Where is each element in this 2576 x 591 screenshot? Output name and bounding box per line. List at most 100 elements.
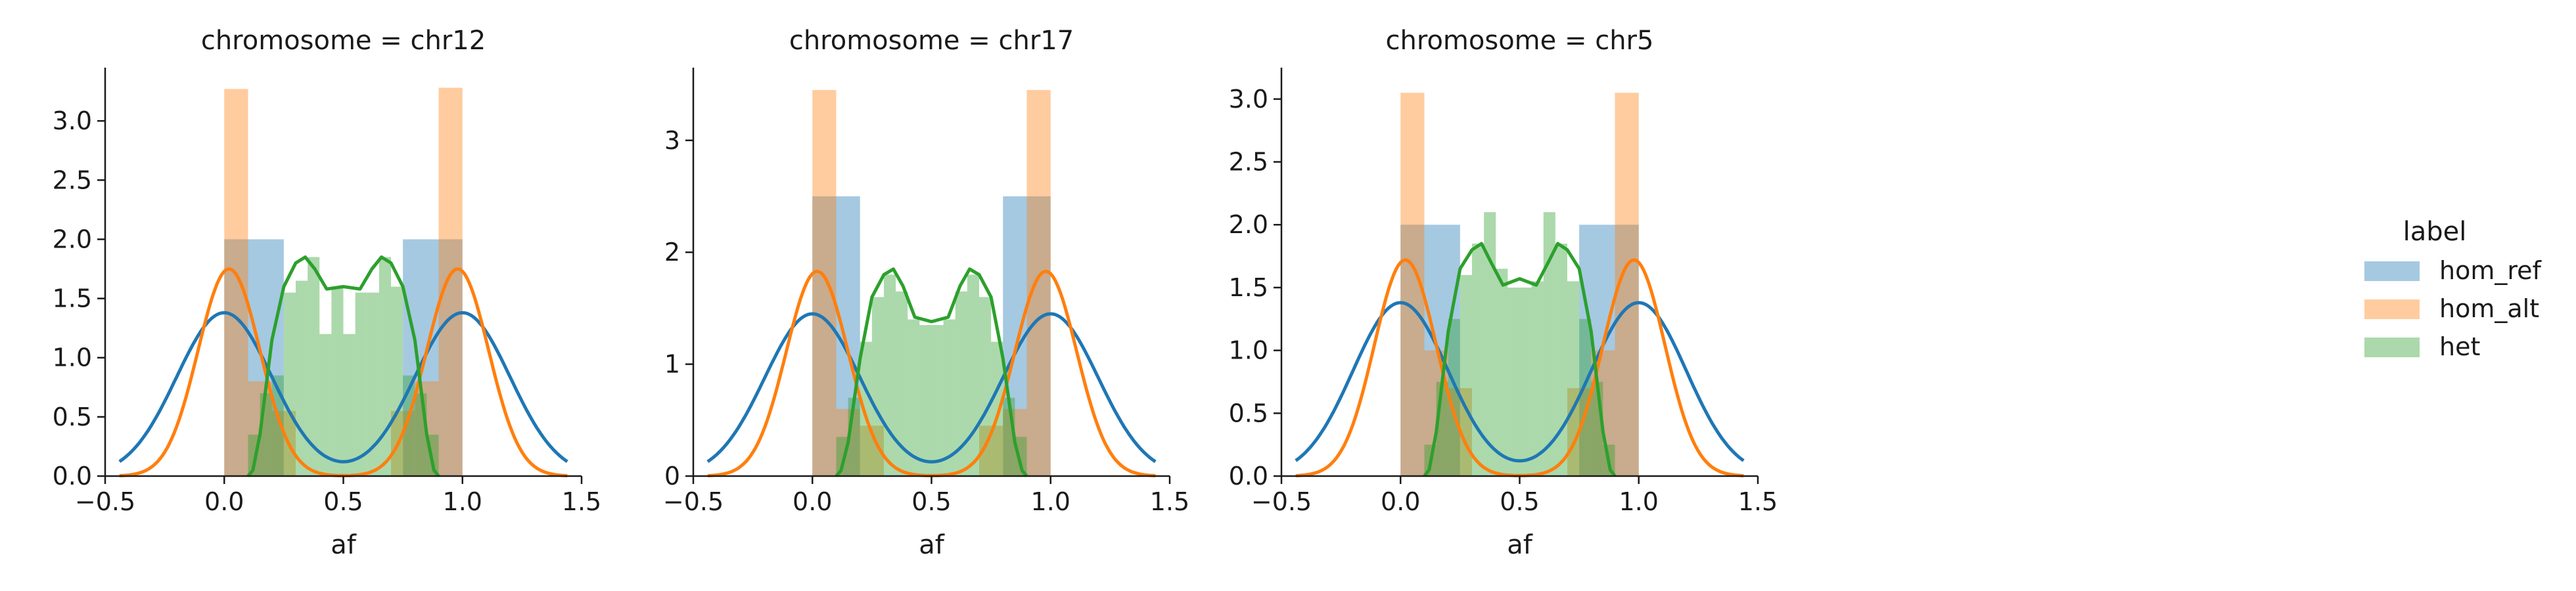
hist-bar-het bbox=[967, 274, 979, 476]
hist-bar-het bbox=[343, 334, 356, 476]
y-tick-label: 0 bbox=[664, 462, 680, 491]
kde-curve-het bbox=[246, 255, 440, 477]
histogram-bars bbox=[812, 90, 1051, 476]
hist-bar-het bbox=[379, 257, 391, 476]
x-tick-label: 1.0 bbox=[1031, 487, 1070, 516]
x-tick-label: −0.5 bbox=[663, 487, 724, 516]
x-tick-label: −0.5 bbox=[75, 487, 135, 516]
hist-bar-het bbox=[836, 437, 848, 476]
x-tick-label: 0.5 bbox=[911, 487, 951, 516]
x-tick-label: 0.0 bbox=[204, 487, 244, 516]
hist-bar-het bbox=[1484, 212, 1496, 476]
hist-bar-het bbox=[919, 324, 932, 476]
kde-curve-hom_ref bbox=[706, 312, 1157, 464]
hist-bar-het bbox=[884, 274, 896, 476]
hist-bar-hom_alt bbox=[224, 89, 248, 477]
hist-bar-het bbox=[367, 292, 379, 476]
hist-bar-het bbox=[979, 297, 992, 476]
hist-bar-hom_alt bbox=[1026, 90, 1051, 476]
hist-bar-het bbox=[1531, 281, 1544, 476]
hist-bar-het bbox=[871, 297, 884, 476]
hist-bar-het bbox=[1448, 318, 1460, 476]
hist-bar-het bbox=[296, 280, 308, 476]
kde-curve-het bbox=[835, 267, 1028, 477]
hist-bar-hom_alt bbox=[438, 87, 463, 476]
x-tick-label: 1.5 bbox=[562, 487, 601, 516]
hist-bar-hom_ref bbox=[224, 239, 284, 476]
hist-bar-het bbox=[1472, 243, 1484, 476]
y-tick-label: 1 bbox=[664, 350, 680, 379]
hist-bar-hom_ref bbox=[1400, 225, 1460, 476]
facet-panel-1: chromosome = chr12 0.0 0.5 1.0 1.5 2.0 2.5 3.0 −… bbox=[53, 26, 602, 560]
legend-swatch-hom_ref bbox=[2364, 261, 2420, 281]
kde-curve-hom_ref bbox=[1295, 301, 1745, 463]
hist-bar-het bbox=[1496, 269, 1508, 476]
y-tick-label: 1.5 bbox=[1229, 273, 1268, 302]
hist-bar-het bbox=[271, 375, 284, 476]
y-tick-label: 0.0 bbox=[53, 462, 92, 491]
x-tick-label: 0.5 bbox=[323, 487, 363, 516]
hist-bar-het bbox=[403, 375, 415, 476]
legend-label-het: het bbox=[2439, 332, 2480, 361]
x-tick-label: 0.0 bbox=[1381, 487, 1420, 516]
hist-bar-het bbox=[319, 334, 332, 476]
x-axis-label: af bbox=[919, 530, 945, 560]
kde-curve-het bbox=[1423, 242, 1617, 477]
x-tick-label: −0.5 bbox=[1251, 487, 1312, 516]
y-tick-label: 1.5 bbox=[53, 284, 92, 313]
hist-bar-het bbox=[1555, 243, 1567, 476]
x-tick-label: 1.0 bbox=[1619, 487, 1659, 516]
y-tick-label: 2.0 bbox=[53, 225, 92, 253]
facets-group: chromosome = chr12 0.0 0.5 1.0 1.5 2.0 2.5 3.0 −… bbox=[53, 26, 1778, 560]
legend-label-hom_alt: hom_alt bbox=[2439, 294, 2539, 323]
hist-bar-het bbox=[896, 291, 908, 476]
hist-bar-hom_alt bbox=[271, 410, 296, 476]
y-tick-label: 0.0 bbox=[1229, 462, 1268, 491]
kde-curve-hom_ref bbox=[118, 311, 568, 464]
hist-bar-het bbox=[991, 341, 1003, 476]
hist-bar-het bbox=[415, 393, 427, 476]
facet-panel-2: chromosome = chr17 0 1 2 3 −0.5 0.0 0.5 1.0 1.5 af bbox=[663, 26, 1189, 560]
hist-bar-hom_ref bbox=[1579, 225, 1639, 476]
hist-bar-het bbox=[391, 286, 403, 476]
y-tick-label: 2 bbox=[664, 238, 680, 267]
hist-bar-het bbox=[931, 324, 944, 476]
legend-title: label bbox=[2403, 217, 2467, 247]
y-tick-label: 3.0 bbox=[1229, 85, 1268, 114]
hist-bar-het bbox=[1507, 287, 1520, 476]
hist-bar-het bbox=[283, 292, 296, 476]
histogram-bars bbox=[224, 87, 463, 477]
facet-title: chromosome = chr12 bbox=[201, 26, 486, 56]
y-tick-label: 2.0 bbox=[1229, 210, 1268, 239]
y-tick-label: 0.5 bbox=[1229, 399, 1268, 427]
hist-bar-het bbox=[955, 291, 967, 476]
legend-swatch-hom_alt bbox=[2364, 299, 2420, 319]
hist-bar-het bbox=[1543, 212, 1555, 476]
x-tick-label: 0.0 bbox=[793, 487, 832, 516]
hist-bar-het bbox=[860, 341, 872, 476]
hist-bar-hom_ref bbox=[1003, 196, 1051, 476]
y-tick-label: 2.5 bbox=[53, 165, 92, 194]
y-tick-label: 0.5 bbox=[53, 403, 92, 431]
x-tick-label: 1.5 bbox=[1150, 487, 1189, 516]
x-tick-label: 1.5 bbox=[1738, 487, 1778, 516]
hist-bar-het bbox=[1015, 437, 1027, 476]
hist-bar-het bbox=[331, 286, 344, 476]
y-tick-label: 3.0 bbox=[53, 106, 92, 135]
hist-bar-het bbox=[308, 257, 320, 476]
x-tick-label: 1.0 bbox=[443, 487, 482, 516]
hist-bar-het bbox=[943, 319, 955, 476]
y-tick-label: 1.0 bbox=[1229, 336, 1268, 365]
hist-bar-het bbox=[1567, 281, 1580, 476]
hist-bar-het bbox=[1460, 274, 1472, 476]
facet-panel-3: chromosome = chr5 0.0 0.5 1.0 1.5 2.0 2.5 3.0 −0… bbox=[1229, 26, 1778, 560]
hist-bar-het bbox=[355, 292, 367, 476]
x-axis-label: af bbox=[1507, 530, 1533, 560]
legend-swatch-het bbox=[2364, 338, 2420, 357]
hist-bar-het bbox=[1579, 318, 1592, 476]
hist-bar-hom_ref bbox=[812, 196, 860, 476]
y-tick-label: 1.0 bbox=[53, 343, 92, 372]
